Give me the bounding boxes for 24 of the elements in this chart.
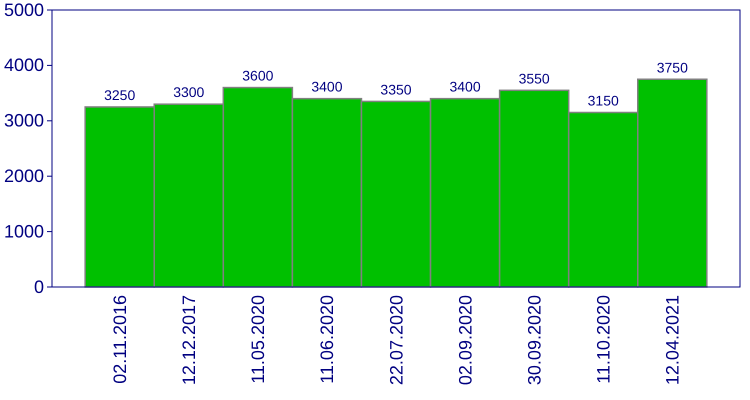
data-label: 3400 [450,78,481,95]
y-tick-label: 4000 [4,55,44,76]
data-label: 3150 [588,92,620,108]
data-label: 3550 [518,70,550,86]
x-tick-label: 11.05.2020 [248,295,268,384]
y-tick-label: 5000 [4,0,44,20]
y-tick-label: 0 [34,276,44,297]
x-tick-label: 30.09.2020 [524,295,544,386]
data-label: 3400 [311,78,343,95]
x-tick-label: 22.07.2020 [386,295,406,386]
y-tick-label: 2000 [4,166,44,186]
data-label: 3250 [104,86,136,103]
x-tick-label: 02.09.2020 [455,295,476,386]
x-tick-label: 12.12.2017 [179,295,200,386]
data-label: 3300 [173,84,205,100]
x-tick-label: 11.10.2020 [594,295,614,384]
data-label: 3600 [242,68,274,84]
y-tick-label: 3000 [4,110,44,131]
data-label: 3750 [656,59,688,76]
y-tick-label: 1000 [4,221,44,242]
x-tick-label: 12.04.2021 [662,295,683,386]
data-label: 3350 [380,81,412,98]
x-tick-label: 11.06.2020 [317,295,338,384]
x-tick-label: 02.11.2016 [110,295,130,384]
